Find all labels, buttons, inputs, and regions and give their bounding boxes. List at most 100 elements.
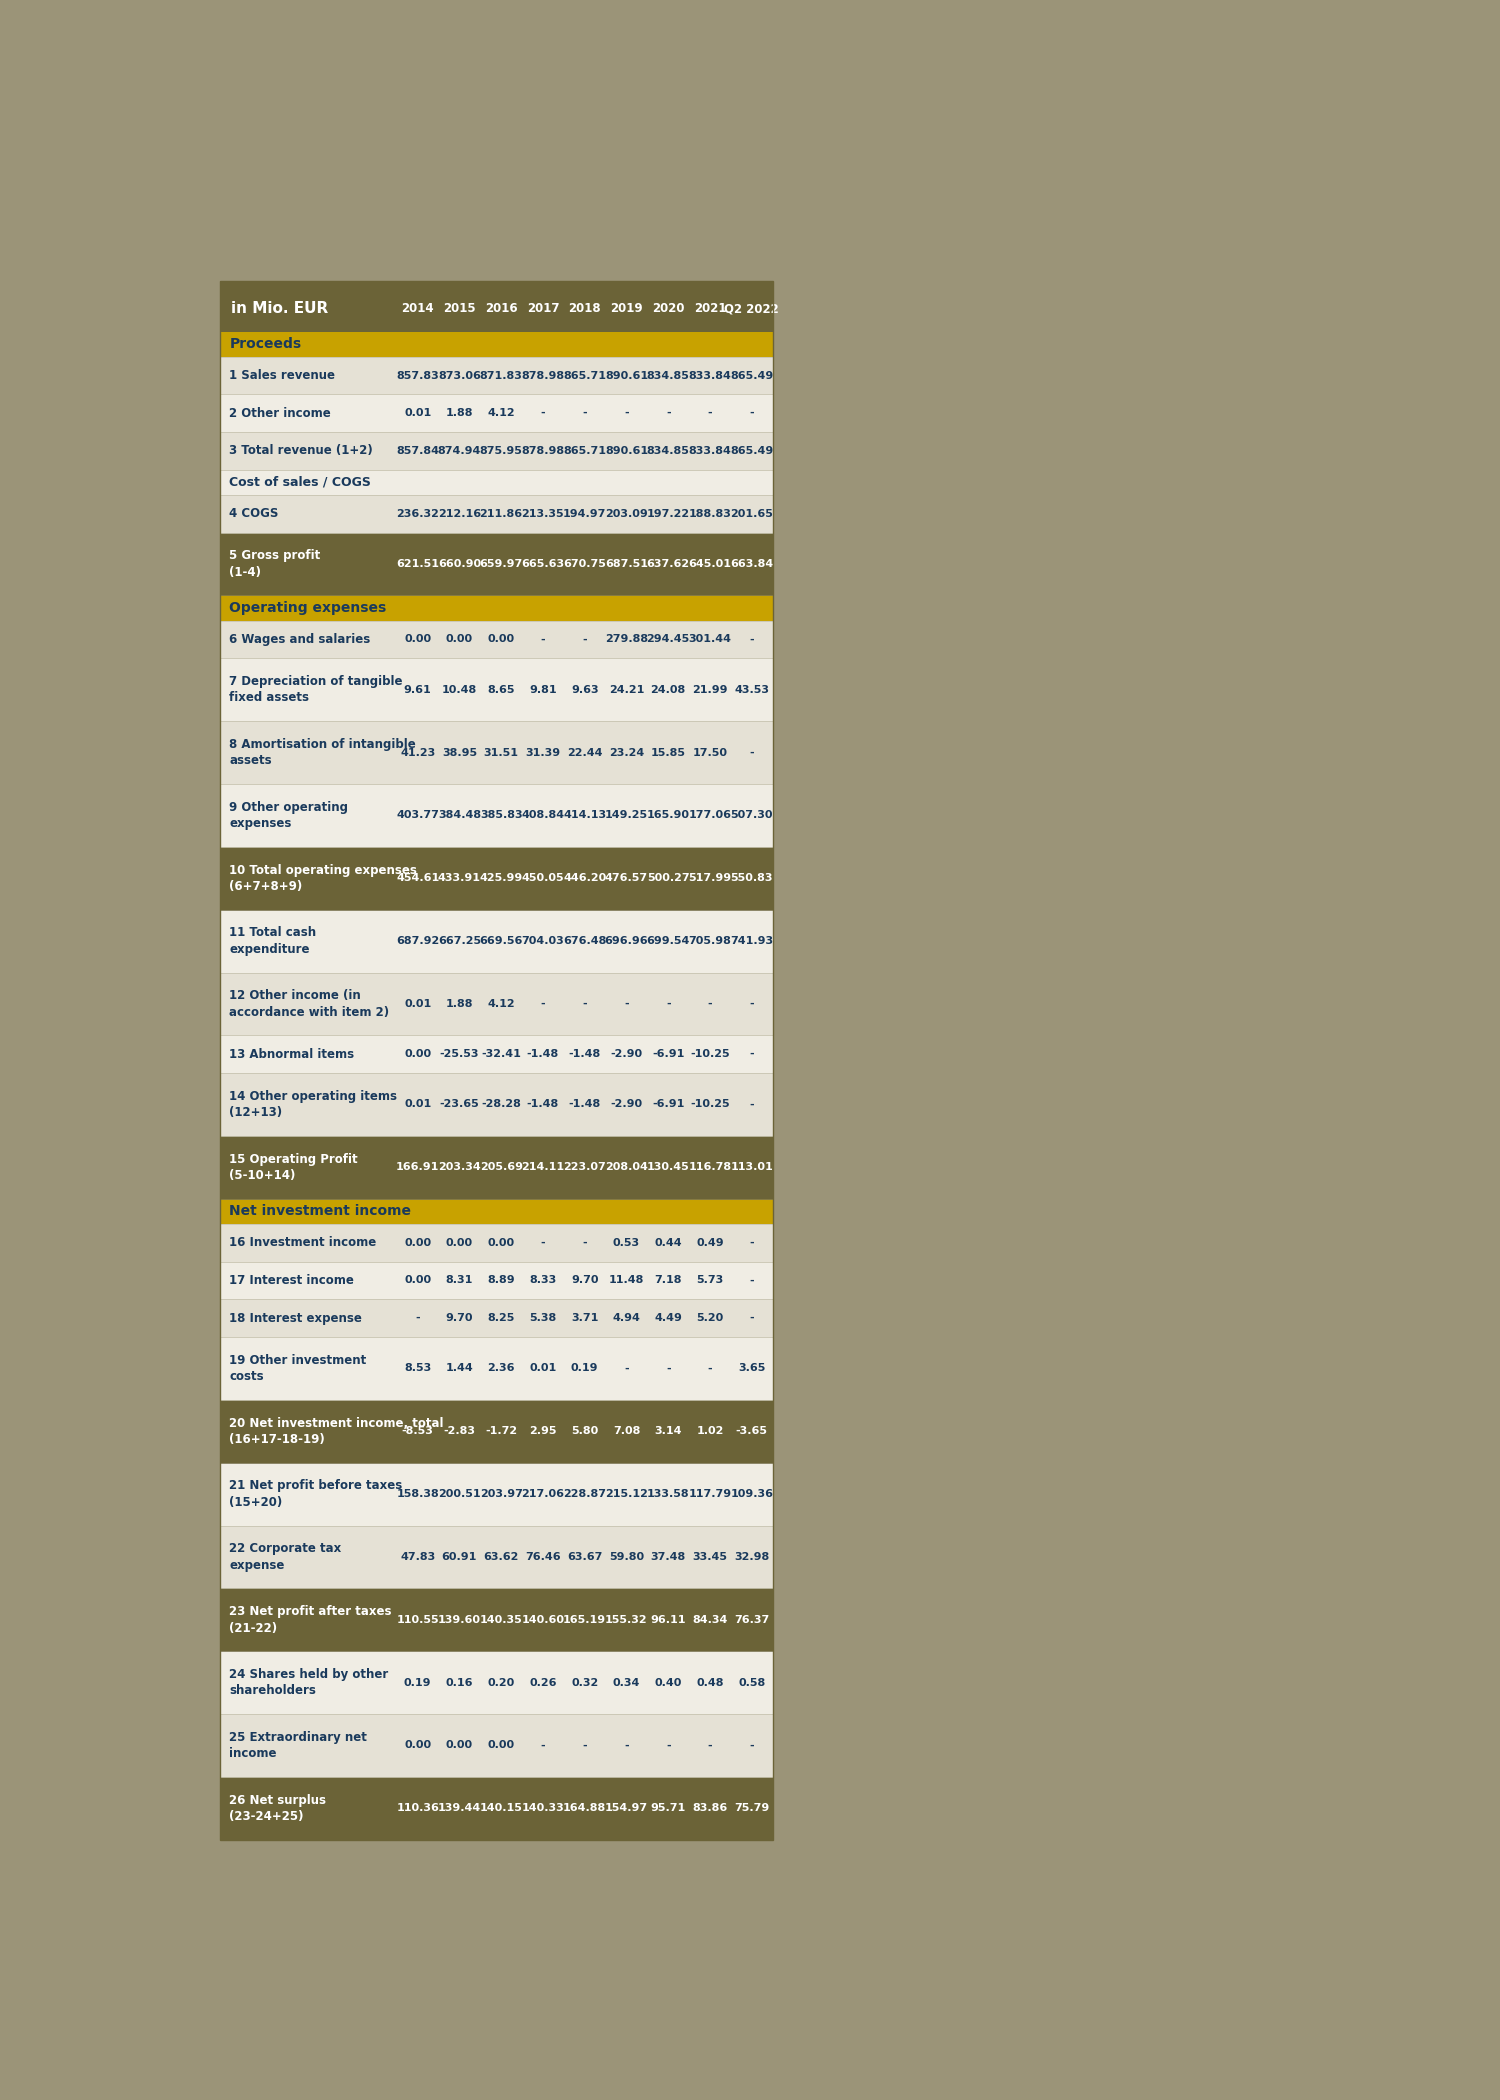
- Text: 12 Other income (in
accordance with item 2): 12 Other income (in accordance with item…: [230, 989, 390, 1018]
- Text: 857.84: 857.84: [396, 445, 439, 456]
- Text: 0.00: 0.00: [404, 1275, 430, 1285]
- Text: 0.00: 0.00: [404, 1741, 430, 1751]
- Text: 0.34: 0.34: [614, 1678, 640, 1688]
- Text: 0.19: 0.19: [572, 1363, 598, 1373]
- Text: 1.02: 1.02: [696, 1426, 723, 1436]
- Text: -: -: [750, 1312, 754, 1323]
- Text: -: -: [624, 1000, 628, 1008]
- Text: 5.80: 5.80: [572, 1426, 598, 1436]
- Text: -6.91: -6.91: [652, 1050, 684, 1058]
- Bar: [220, 783, 772, 846]
- Text: 741.93: 741.93: [730, 937, 774, 947]
- Text: 705.98: 705.98: [688, 937, 732, 947]
- Bar: [220, 720, 772, 783]
- Text: -: -: [666, 407, 670, 418]
- Text: 425.99: 425.99: [480, 874, 524, 884]
- Text: 833.84: 833.84: [688, 370, 732, 380]
- Bar: [220, 332, 772, 357]
- Text: 3 Total revenue (1+2): 3 Total revenue (1+2): [230, 445, 374, 458]
- Text: 110.36: 110.36: [396, 1804, 439, 1812]
- Text: -25.53: -25.53: [440, 1050, 479, 1058]
- Bar: [220, 596, 772, 622]
- Bar: [220, 1136, 772, 1199]
- Text: 14 Other operating items
(12+13): 14 Other operating items (12+13): [230, 1090, 398, 1119]
- Text: 637.62: 637.62: [646, 559, 690, 569]
- Text: 10 Total operating expenses
(6+7+8+9): 10 Total operating expenses (6+7+8+9): [230, 863, 417, 892]
- Text: 450.05: 450.05: [522, 874, 564, 884]
- Text: 203.97: 203.97: [480, 1489, 522, 1499]
- Text: 24 Shares held by other
shareholders: 24 Shares held by other shareholders: [230, 1667, 388, 1697]
- Text: 60.91: 60.91: [441, 1552, 477, 1562]
- Text: -: -: [750, 1275, 754, 1285]
- Text: 871.83: 871.83: [480, 370, 522, 380]
- Text: 550.83: 550.83: [730, 874, 772, 884]
- Text: 857.83: 857.83: [396, 370, 439, 380]
- Text: 165.90: 165.90: [646, 811, 690, 821]
- Text: 9 Other operating
expenses: 9 Other operating expenses: [230, 800, 348, 830]
- Text: 8.89: 8.89: [488, 1275, 514, 1285]
- Text: Q2 2022: Q2 2022: [724, 302, 778, 315]
- Text: 659.97: 659.97: [480, 559, 524, 569]
- Text: 140.15: 140.15: [480, 1804, 522, 1812]
- Bar: [220, 1588, 772, 1651]
- Text: 24.08: 24.08: [651, 685, 686, 695]
- Text: -2.83: -2.83: [444, 1426, 476, 1436]
- Text: 0.48: 0.48: [696, 1678, 723, 1688]
- Text: 20 Net investment income, total
(16+17-18-19): 20 Net investment income, total (16+17-1…: [230, 1418, 444, 1447]
- Bar: [220, 1035, 772, 1073]
- Bar: [220, 1525, 772, 1588]
- Text: 2019: 2019: [610, 302, 644, 315]
- Text: -28.28: -28.28: [482, 1100, 520, 1109]
- Text: 9.81: 9.81: [530, 685, 556, 695]
- Text: 158.38: 158.38: [396, 1489, 439, 1499]
- Text: -: -: [750, 407, 754, 418]
- Text: 2015: 2015: [442, 302, 476, 315]
- Text: 37.48: 37.48: [651, 1552, 686, 1562]
- Text: 385.83: 385.83: [480, 811, 522, 821]
- Text: 188.83: 188.83: [688, 508, 732, 519]
- Text: -: -: [708, 407, 712, 418]
- Text: 687.92: 687.92: [396, 937, 439, 947]
- Bar: [220, 1073, 772, 1136]
- Text: 165.19: 165.19: [562, 1615, 606, 1625]
- Text: 23.24: 23.24: [609, 748, 644, 758]
- Text: 874.94: 874.94: [438, 445, 482, 456]
- Text: 476.57: 476.57: [604, 874, 648, 884]
- Text: 0.00: 0.00: [446, 634, 472, 645]
- Text: -1.48: -1.48: [526, 1100, 560, 1109]
- Text: -1.48: -1.48: [568, 1050, 602, 1058]
- Text: 130.45: 130.45: [646, 1161, 690, 1172]
- Text: 5.20: 5.20: [696, 1312, 723, 1323]
- Text: 63.67: 63.67: [567, 1552, 603, 1562]
- Text: 301.44: 301.44: [688, 634, 732, 645]
- Text: 22 Corporate tax
expense: 22 Corporate tax expense: [230, 1541, 342, 1571]
- Text: 140.60: 140.60: [522, 1615, 564, 1625]
- Text: -: -: [708, 1741, 712, 1751]
- Text: 83.86: 83.86: [693, 1804, 728, 1812]
- Text: 10.48: 10.48: [442, 685, 477, 695]
- Text: 215.12: 215.12: [604, 1489, 648, 1499]
- Text: 696.96: 696.96: [604, 937, 648, 947]
- Text: 0.01: 0.01: [404, 1000, 432, 1008]
- Text: 21.99: 21.99: [692, 685, 728, 695]
- Text: 878.98: 878.98: [522, 370, 564, 380]
- Text: 205.69: 205.69: [480, 1161, 522, 1172]
- Text: -: -: [750, 748, 754, 758]
- Text: 194.97: 194.97: [562, 508, 606, 519]
- Text: 517.99: 517.99: [688, 874, 732, 884]
- Bar: [220, 1300, 772, 1338]
- Text: 140.35: 140.35: [480, 1615, 522, 1625]
- Text: 408.84: 408.84: [522, 811, 564, 821]
- Text: 890.61: 890.61: [604, 445, 648, 456]
- Text: 9.70: 9.70: [446, 1312, 472, 1323]
- Text: 865.71: 865.71: [562, 445, 606, 456]
- Bar: [220, 496, 772, 533]
- Text: 164.88: 164.88: [562, 1804, 606, 1812]
- Text: 890.61: 890.61: [604, 370, 648, 380]
- Text: 0.00: 0.00: [446, 1741, 472, 1751]
- Text: 109.36: 109.36: [730, 1489, 772, 1499]
- Text: 47.83: 47.83: [400, 1552, 435, 1562]
- Text: -23.65: -23.65: [440, 1100, 480, 1109]
- Text: -2.90: -2.90: [610, 1050, 642, 1058]
- Text: 133.58: 133.58: [646, 1489, 690, 1499]
